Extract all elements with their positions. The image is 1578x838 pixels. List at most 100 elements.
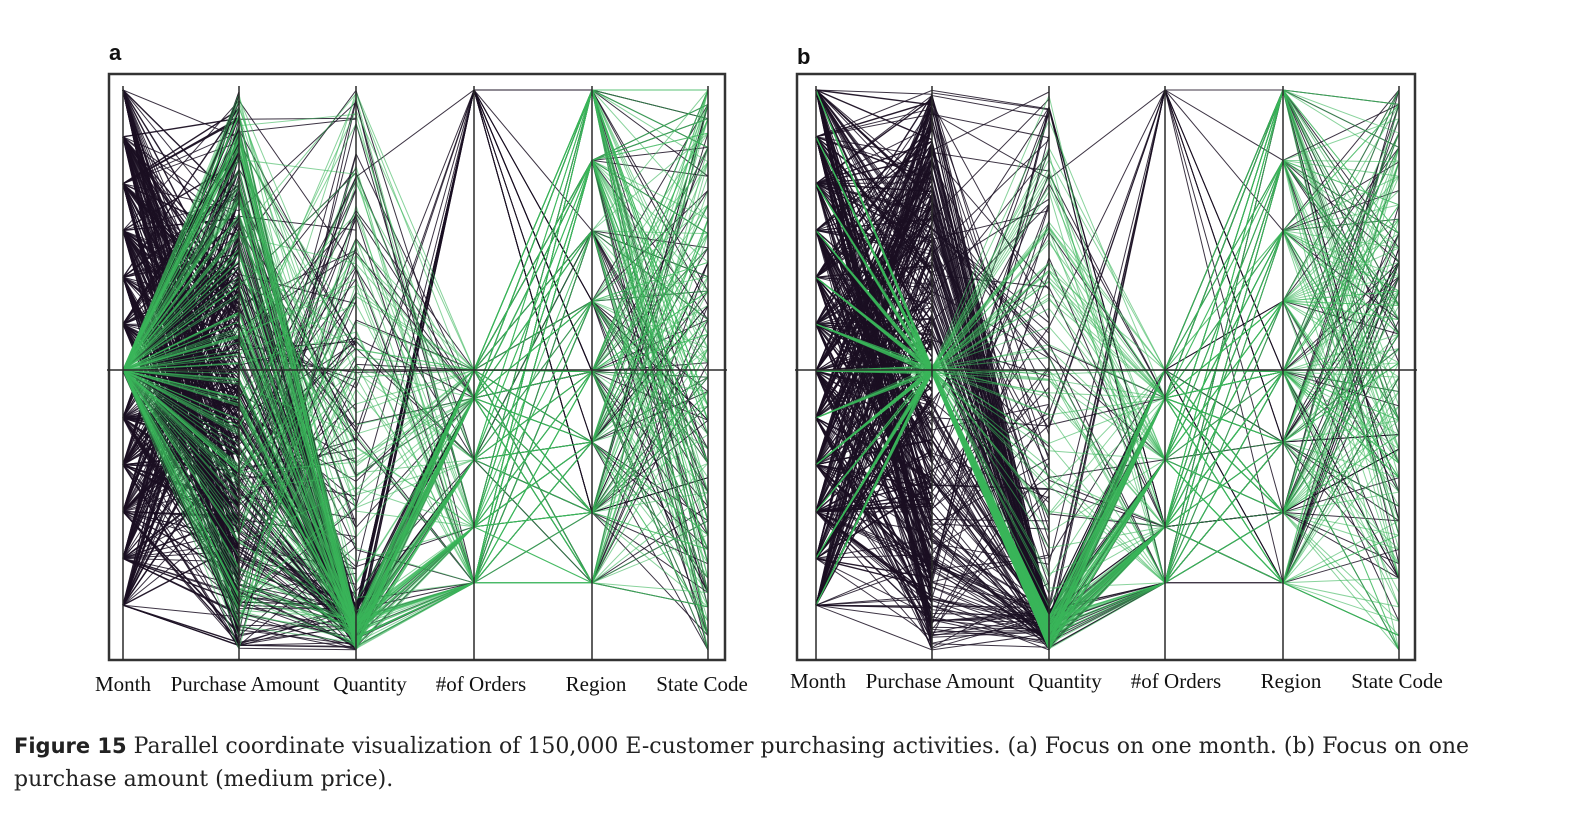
panel-a-focus-line	[122, 113, 709, 514]
panel-a-context-line	[122, 604, 240, 644]
panel-a-focus-line	[122, 118, 709, 562]
panel-a-context-line	[122, 183, 240, 553]
panel-b-focus-line	[815, 161, 1400, 559]
panel-b-context-line	[815, 89, 1400, 559]
panel-a-focus-line	[122, 335, 709, 647]
panel-a-focus-line	[122, 204, 709, 479]
panel-a-context-line	[122, 217, 240, 232]
panel-a-context-line	[122, 230, 240, 385]
panel-b-focus-line	[815, 323, 1400, 651]
panel-b-focus-line	[815, 281, 1400, 514]
panel-a-focus-line	[122, 181, 709, 632]
panel-b-focus-line	[815, 147, 1400, 626]
panel-a-focus-line	[122, 89, 709, 399]
panel-b-context-line	[815, 94, 933, 419]
panel-a-context-line	[122, 117, 240, 138]
panel-a-focus-line	[122, 103, 709, 635]
panel-a-focus-line	[122, 369, 709, 627]
panel-b-context-line	[815, 183, 933, 243]
panel-a-focus-line	[122, 295, 709, 550]
panel-b-context-line	[815, 123, 933, 559]
panel-a-context-line	[122, 146, 240, 512]
panel-b-focus-line	[815, 88, 1400, 373]
panel-b-context-line	[815, 497, 933, 513]
panel-b-focus-line	[815, 230, 1400, 622]
panel-b-context-line	[815, 107, 933, 325]
panel-b-axis-label-state-code: State Code	[1351, 669, 1443, 693]
panel-a-frame	[107, 72, 727, 662]
figure-caption-label: Figure 15	[14, 734, 127, 758]
panel-a-focus-line	[122, 300, 709, 633]
panel-b-context-line	[815, 604, 933, 609]
panel-a-focus-line	[122, 89, 709, 585]
panel-a-context-line	[122, 417, 240, 499]
panel-b-focus-line	[815, 230, 1400, 642]
panel-b-context-line	[815, 89, 933, 579]
panel-a-focus-line	[122, 329, 709, 613]
panel-a-context-line	[122, 511, 240, 634]
panel-a-focus-line	[122, 109, 709, 514]
panel-a-focus-line	[122, 229, 709, 496]
panel-b-context-line	[815, 230, 933, 458]
panel-b-context-line	[815, 417, 933, 479]
panel-a-focus-line	[122, 229, 709, 473]
panel-a-focus-line	[122, 159, 709, 633]
panel-b-context-line	[815, 183, 933, 570]
panel-a-focus-line	[122, 369, 709, 605]
panel-a-focus-line	[122, 369, 709, 619]
panel-b-focus-line	[815, 89, 1400, 399]
panel-b-context-line	[815, 136, 933, 587]
panel-b-focus-line	[815, 276, 1400, 632]
panel-a-focus-line	[122, 198, 709, 624]
panel-b-axis-label-region: Region	[1260, 669, 1322, 693]
panel-b-context-line	[815, 136, 933, 230]
figure-caption: Figure 15 Parallel coordinate visualizat…	[14, 730, 1534, 796]
panel-b-focus-line	[815, 183, 1400, 479]
panel-b-focus-line	[815, 230, 1400, 606]
panel-b-context-line	[815, 183, 933, 297]
panel-b-axis-label-orders: #of Orders	[1130, 669, 1222, 693]
panel-a-context-line	[122, 136, 240, 458]
panel-a-context-line	[122, 557, 240, 616]
panel-b-context-line	[815, 370, 933, 445]
panel-b-context-line	[815, 102, 933, 465]
panel-a-focus-line	[122, 154, 709, 405]
panel-b-context-line	[815, 221, 933, 559]
panel-a-focus-line	[122, 247, 709, 472]
panel-a-focus-line	[122, 89, 709, 621]
panel-a-focus-line	[122, 118, 709, 623]
panel-a-axis-label-orders: #of Orders	[435, 672, 527, 696]
panel-a-context-line	[122, 89, 709, 609]
panel-b-axes	[795, 86, 1417, 660]
panel-a-focus-line	[122, 159, 709, 584]
panel-a-focus-line	[122, 88, 709, 641]
panel-b-context-line	[815, 101, 933, 138]
panel-b-context-line	[815, 136, 933, 270]
panel-b-context-line	[815, 230, 933, 594]
panel-b-focus-line	[815, 89, 1400, 529]
panel-a-plot	[107, 72, 727, 662]
panel-b-context-line	[815, 169, 933, 278]
panel-a-context-line	[122, 136, 240, 276]
panel-b-focus-line	[815, 147, 1400, 399]
panel-a-axis-label-purchase-amount: Purchase Amount	[170, 672, 320, 696]
panel-a-focus-line	[122, 178, 709, 642]
panel-a-context-line	[122, 557, 240, 603]
panel-a-focus-line	[122, 89, 709, 585]
panel-a-focus-line	[122, 89, 709, 514]
panel-a-axes	[107, 86, 727, 660]
panel-a-axis-label-month: Month	[94, 672, 152, 696]
panel-a-context-line	[122, 89, 240, 319]
panel-b-focus-line	[815, 89, 1400, 623]
panel-b-context-line	[815, 277, 933, 533]
panel-a-focus-line	[122, 135, 709, 584]
panel-a-focus-line	[122, 348, 709, 630]
panel-b-context-line	[815, 557, 933, 579]
panel-a-context-line	[122, 543, 240, 606]
panel-b-context-line	[815, 277, 933, 590]
panel-b-context-line	[815, 245, 933, 606]
panel-a-context-line	[122, 183, 240, 399]
panel-b-focus-line	[815, 88, 1400, 634]
panel-a-focus-line	[122, 276, 709, 629]
